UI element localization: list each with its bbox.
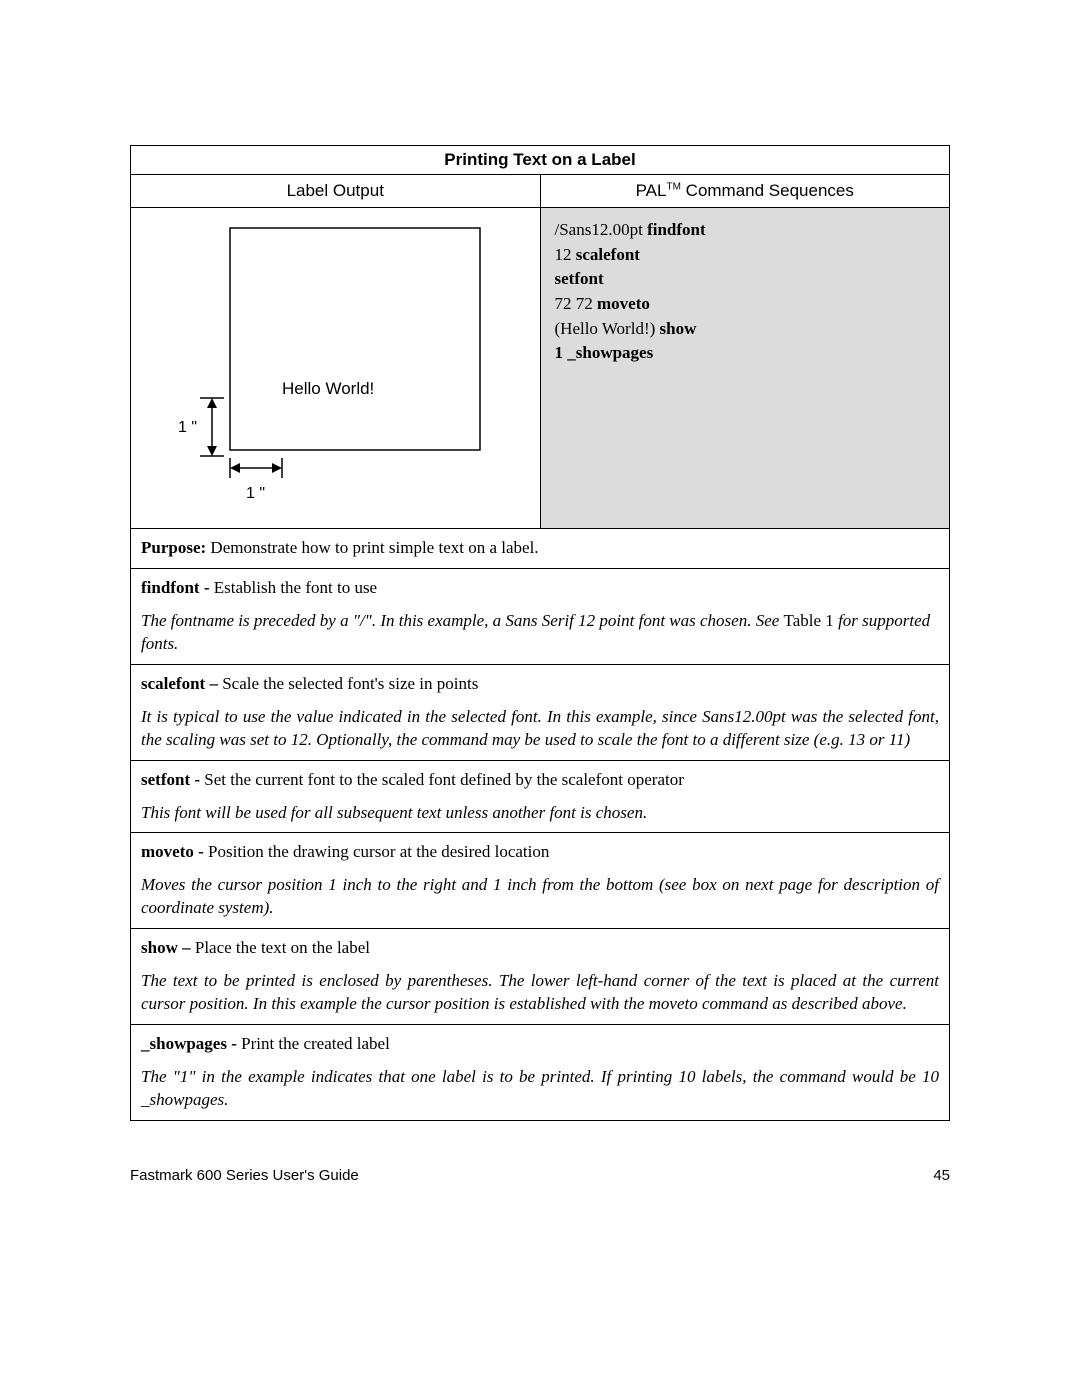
sec1-term: scalefont –: [141, 674, 222, 693]
sec0-def: Establish the font to use: [214, 578, 377, 597]
sec0-note-pre: The fontname is preceded by a "/". In th…: [141, 611, 784, 630]
sec4-term: show –: [141, 938, 195, 957]
dim-horizontal-label: 1 ": [246, 485, 265, 502]
purpose-cell: Purpose: Demonstrate how to print simple…: [131, 529, 950, 569]
page-footer: Fastmark 600 Series User's Guide 45: [130, 1167, 950, 1184]
section-show: show – Place the text on the label The t…: [131, 929, 950, 1025]
header-row: Label Output PALTM Command Sequences: [131, 175, 950, 208]
cmd1-pre: /Sans12.00pt: [555, 220, 648, 239]
cmd4-pre: 72 72: [555, 294, 598, 313]
commands-cell: /Sans12.00pt findfont 12 scalefont setfo…: [540, 208, 950, 529]
cmd2-bold: scalefont: [576, 245, 640, 264]
cmd-line-5: (Hello World!) show: [555, 317, 936, 342]
table-title: Printing Text on a Label: [131, 146, 950, 175]
footer-right: 45: [933, 1167, 950, 1184]
cmd1-bold: findfont: [647, 220, 706, 239]
cmd5-pre: (Hello World!): [555, 319, 660, 338]
sec2-def: Set the current font to the scaled font …: [204, 770, 684, 789]
sec4-note: The text to be printed is enclosed by pa…: [141, 971, 939, 1013]
cmd2-pre: 12: [555, 245, 576, 264]
sec1-def: Scale the selected font's size in points: [222, 674, 478, 693]
cmd5-bold: show: [660, 319, 697, 338]
section-moveto: moveto - Position the drawing cursor at …: [131, 833, 950, 929]
main-table: Printing Text on a Label Label Output PA…: [130, 145, 950, 1121]
label-output-cell: Hello World! 1 " 1 ": [131, 208, 541, 529]
sec1-note: It is typical to use the value indicated…: [141, 707, 939, 749]
sec3-note: Moves the cursor position 1 inch to the …: [141, 875, 939, 917]
sec3-def: Position the drawing cursor at the desir…: [208, 842, 549, 861]
sec0-term: findfont -: [141, 578, 214, 597]
section-setfont: setfont - Set the current font to the sc…: [131, 760, 950, 833]
hello-world-text: Hello World!: [282, 379, 374, 398]
purpose-label: Purpose:: [141, 538, 210, 557]
label-diagram: Hello World! 1 " 1 ": [170, 218, 500, 518]
sec5-term: _showpages -: [141, 1034, 241, 1053]
label-output-header: Label Output: [131, 175, 541, 208]
cmd-line-1: /Sans12.00pt findfont: [555, 218, 936, 243]
pal-prefix: PAL: [636, 181, 667, 200]
sec2-note: This font will be used for all subsequen…: [141, 803, 647, 822]
page: Printing Text on a Label Label Output PA…: [0, 0, 1080, 1397]
sec0-note-ref: Table 1: [784, 611, 834, 630]
sec3-term: moveto -: [141, 842, 208, 861]
sec2-term: setfont -: [141, 770, 204, 789]
sec5-def: Print the created label: [241, 1034, 390, 1053]
cmd-line-3: setfont: [555, 267, 936, 292]
cmd6-bold: 1 _showpages: [555, 343, 654, 362]
cmd3-bold: setfont: [555, 269, 604, 288]
sec4-def: Place the text on the label: [195, 938, 370, 957]
cmd-line-6: 1 _showpages: [555, 341, 936, 366]
section-scalefont: scalefont – Scale the selected font's si…: [131, 664, 950, 760]
dim-vertical-label: 1 ": [178, 419, 197, 436]
section-showpages: _showpages - Print the created label The…: [131, 1025, 950, 1121]
sec5-note: The "1" in the example indicates that on…: [141, 1067, 939, 1109]
cmd4-bold: moveto: [597, 294, 650, 313]
purpose-text: Demonstrate how to print simple text on …: [210, 538, 538, 557]
pal-header: PALTM Command Sequences: [540, 175, 950, 208]
footer-left: Fastmark 600 Series User's Guide: [130, 1167, 359, 1184]
section-findfont: findfont - Establish the font to use The…: [131, 568, 950, 664]
pal-tm: TM: [666, 181, 680, 192]
cmd-line-4: 72 72 moveto: [555, 292, 936, 317]
cmd-line-2: 12 scalefont: [555, 243, 936, 268]
pal-suffix: Command Sequences: [681, 181, 854, 200]
